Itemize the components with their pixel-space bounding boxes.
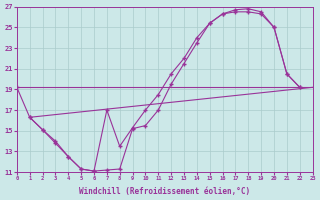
X-axis label: Windchill (Refroidissement éolien,°C): Windchill (Refroidissement éolien,°C): [79, 187, 250, 196]
